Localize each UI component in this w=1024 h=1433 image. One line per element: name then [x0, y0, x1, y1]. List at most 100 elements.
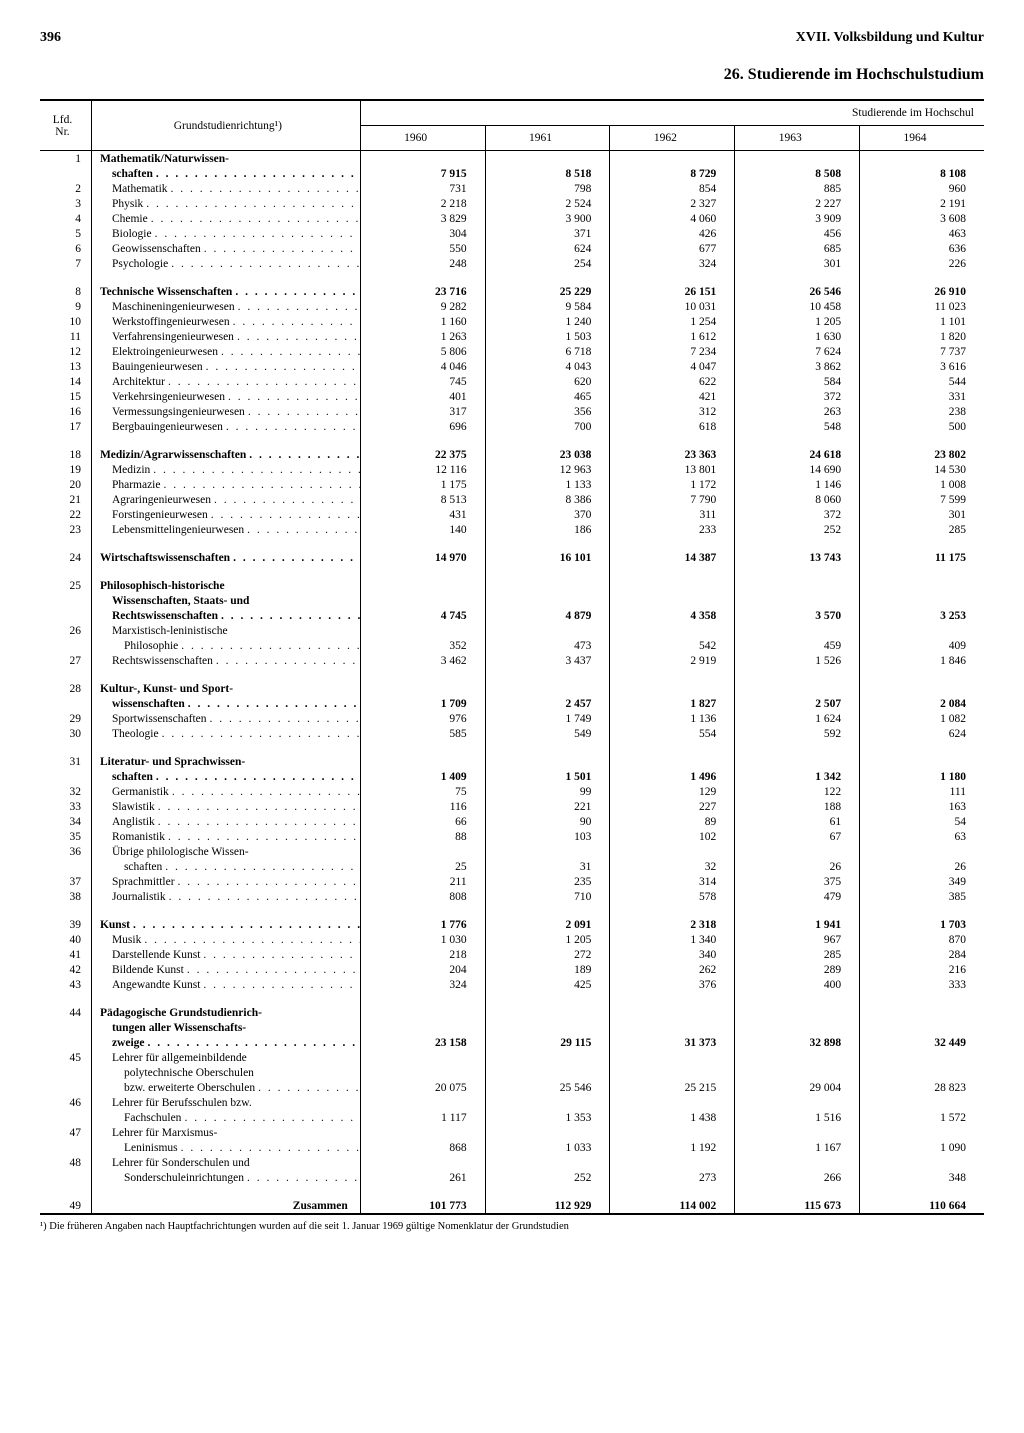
- cell-nr: 38: [40, 889, 91, 904]
- cell-nr: 36: [40, 844, 91, 859]
- cell-value: 254: [485, 256, 610, 271]
- cell-value: 3 900: [485, 211, 610, 226]
- cell-value: 1 703: [860, 917, 984, 932]
- cell-label: Rechtswissenschaften: [91, 608, 360, 623]
- cell-value: 2 191: [860, 196, 984, 211]
- cell-value: 1 846: [860, 653, 984, 668]
- data-table: Lfd. Nr. Grundstudienrichtung¹) Studiere…: [40, 99, 984, 1215]
- cell-nr: 18: [40, 447, 91, 462]
- cell-label: Biologie: [91, 226, 360, 241]
- cell-value: 8 513: [360, 492, 485, 507]
- table-row: 32Germanistik7599129122111: [40, 784, 984, 799]
- table-row: 15Verkehrsingenieurwesen401465421372331: [40, 389, 984, 404]
- table-row: wissenschaften1 7092 4571 8272 5072 084: [40, 696, 984, 711]
- cell-value: [610, 1125, 735, 1140]
- cell-value: 1 612: [610, 329, 735, 344]
- cell-value: [610, 1020, 735, 1035]
- table-row: 44Pädagogische Grundstudienrich-: [40, 1005, 984, 1020]
- table-row: 35Romanistik881031026763: [40, 829, 984, 844]
- cell-value: 976: [360, 711, 485, 726]
- cell-value: 3 608: [860, 211, 984, 226]
- table-row: 21Agraringenieurwesen8 5138 3867 7908 06…: [40, 492, 984, 507]
- table-row: schaften2531322626: [40, 859, 984, 874]
- table-row: 12Elektroingenieurwesen5 8066 7187 2347 …: [40, 344, 984, 359]
- cell-value: 14 690: [735, 462, 860, 477]
- cell-nr: 15: [40, 389, 91, 404]
- cell-value: [860, 1005, 984, 1020]
- cell-label: Wissenschaften, Staats- und: [91, 593, 360, 608]
- cell-value: 500: [860, 419, 984, 434]
- cell-label: Forstingenieurwesen: [91, 507, 360, 522]
- cell-nr: 16: [40, 404, 91, 419]
- cell-label: Lebensmittelingenieurwesen: [91, 522, 360, 537]
- cell-label: Theologie: [91, 726, 360, 741]
- table-row: 13Bauingenieurwesen4 0464 0434 0473 8623…: [40, 359, 984, 374]
- cell-value: [360, 623, 485, 638]
- cell-value: 285: [735, 947, 860, 962]
- cell-nr: [40, 1110, 91, 1125]
- header-year: 1961: [485, 126, 610, 151]
- cell-value: 3 462: [360, 653, 485, 668]
- cell-value: 1 117: [360, 1110, 485, 1125]
- cell-label: Fachschulen: [91, 1110, 360, 1125]
- cell-value: 622: [610, 374, 735, 389]
- cell-value: 636: [860, 241, 984, 256]
- cell-nr: 21: [40, 492, 91, 507]
- cell-value: [610, 1095, 735, 1110]
- cell-value: 372: [735, 507, 860, 522]
- table-row: 4Chemie3 8293 9004 0603 9093 608: [40, 211, 984, 226]
- cell-value: 1 503: [485, 329, 610, 344]
- cell-value: 1 263: [360, 329, 485, 344]
- cell-value: 808: [360, 889, 485, 904]
- cell-value: 549: [485, 726, 610, 741]
- table-row: bzw. erweiterte Oberschulen20 07525 5462…: [40, 1080, 984, 1095]
- cell-label: Sprachmittler: [91, 874, 360, 889]
- cell-nr: [40, 166, 91, 181]
- cell-value: 696: [360, 419, 485, 434]
- cell-value: 1 167: [735, 1140, 860, 1155]
- cell-value: 3 862: [735, 359, 860, 374]
- cell-value: 459: [735, 638, 860, 653]
- cell-value: 14 970: [360, 550, 485, 565]
- header-year: 1960: [360, 126, 485, 151]
- cell-value: 8 060: [735, 492, 860, 507]
- cell-value: 1 353: [485, 1110, 610, 1125]
- cell-value: 1 709: [360, 696, 485, 711]
- cell-value: 409: [860, 638, 984, 653]
- cell-value: [485, 844, 610, 859]
- cell-value: 88: [360, 829, 485, 844]
- cell-value: 90: [485, 814, 610, 829]
- page-header: 396 XVII. Volksbildung und Kultur: [40, 30, 984, 46]
- cell-value: [360, 844, 485, 859]
- cell-value: 710: [485, 889, 610, 904]
- cell-value: 10 458: [735, 299, 860, 314]
- cell-value: 624: [860, 726, 984, 741]
- cell-value: [485, 754, 610, 769]
- cell-value: 23 363: [610, 447, 735, 462]
- cell-value: [360, 1095, 485, 1110]
- cell-nr: 20: [40, 477, 91, 492]
- cell-label: Bildende Kunst: [91, 962, 360, 977]
- cell-value: [610, 151, 735, 166]
- cell-label: Musik: [91, 932, 360, 947]
- cell-value: 2 507: [735, 696, 860, 711]
- cell-value: 375: [735, 874, 860, 889]
- cell-nr: [40, 1065, 91, 1080]
- cell-value: 1 136: [610, 711, 735, 726]
- cell-value: 1 624: [735, 711, 860, 726]
- cell-nr: [40, 859, 91, 874]
- cell-value: 1 146: [735, 477, 860, 492]
- cell-nr: 22: [40, 507, 91, 522]
- cell-value: 317: [360, 404, 485, 419]
- table-row: 27Rechtswissenschaften3 4623 4372 9191 5…: [40, 653, 984, 668]
- cell-value: 204: [360, 962, 485, 977]
- cell-value: 465: [485, 389, 610, 404]
- cell-value: [485, 578, 610, 593]
- table-row: 34Anglistik6690896154: [40, 814, 984, 829]
- cell-value: 4 358: [610, 608, 735, 623]
- cell-value: 9 282: [360, 299, 485, 314]
- cell-value: [735, 1050, 860, 1065]
- table-row: 43Angewandte Kunst324425376400333: [40, 977, 984, 992]
- cell-value: 23 716: [360, 284, 485, 299]
- cell-value: 25: [360, 859, 485, 874]
